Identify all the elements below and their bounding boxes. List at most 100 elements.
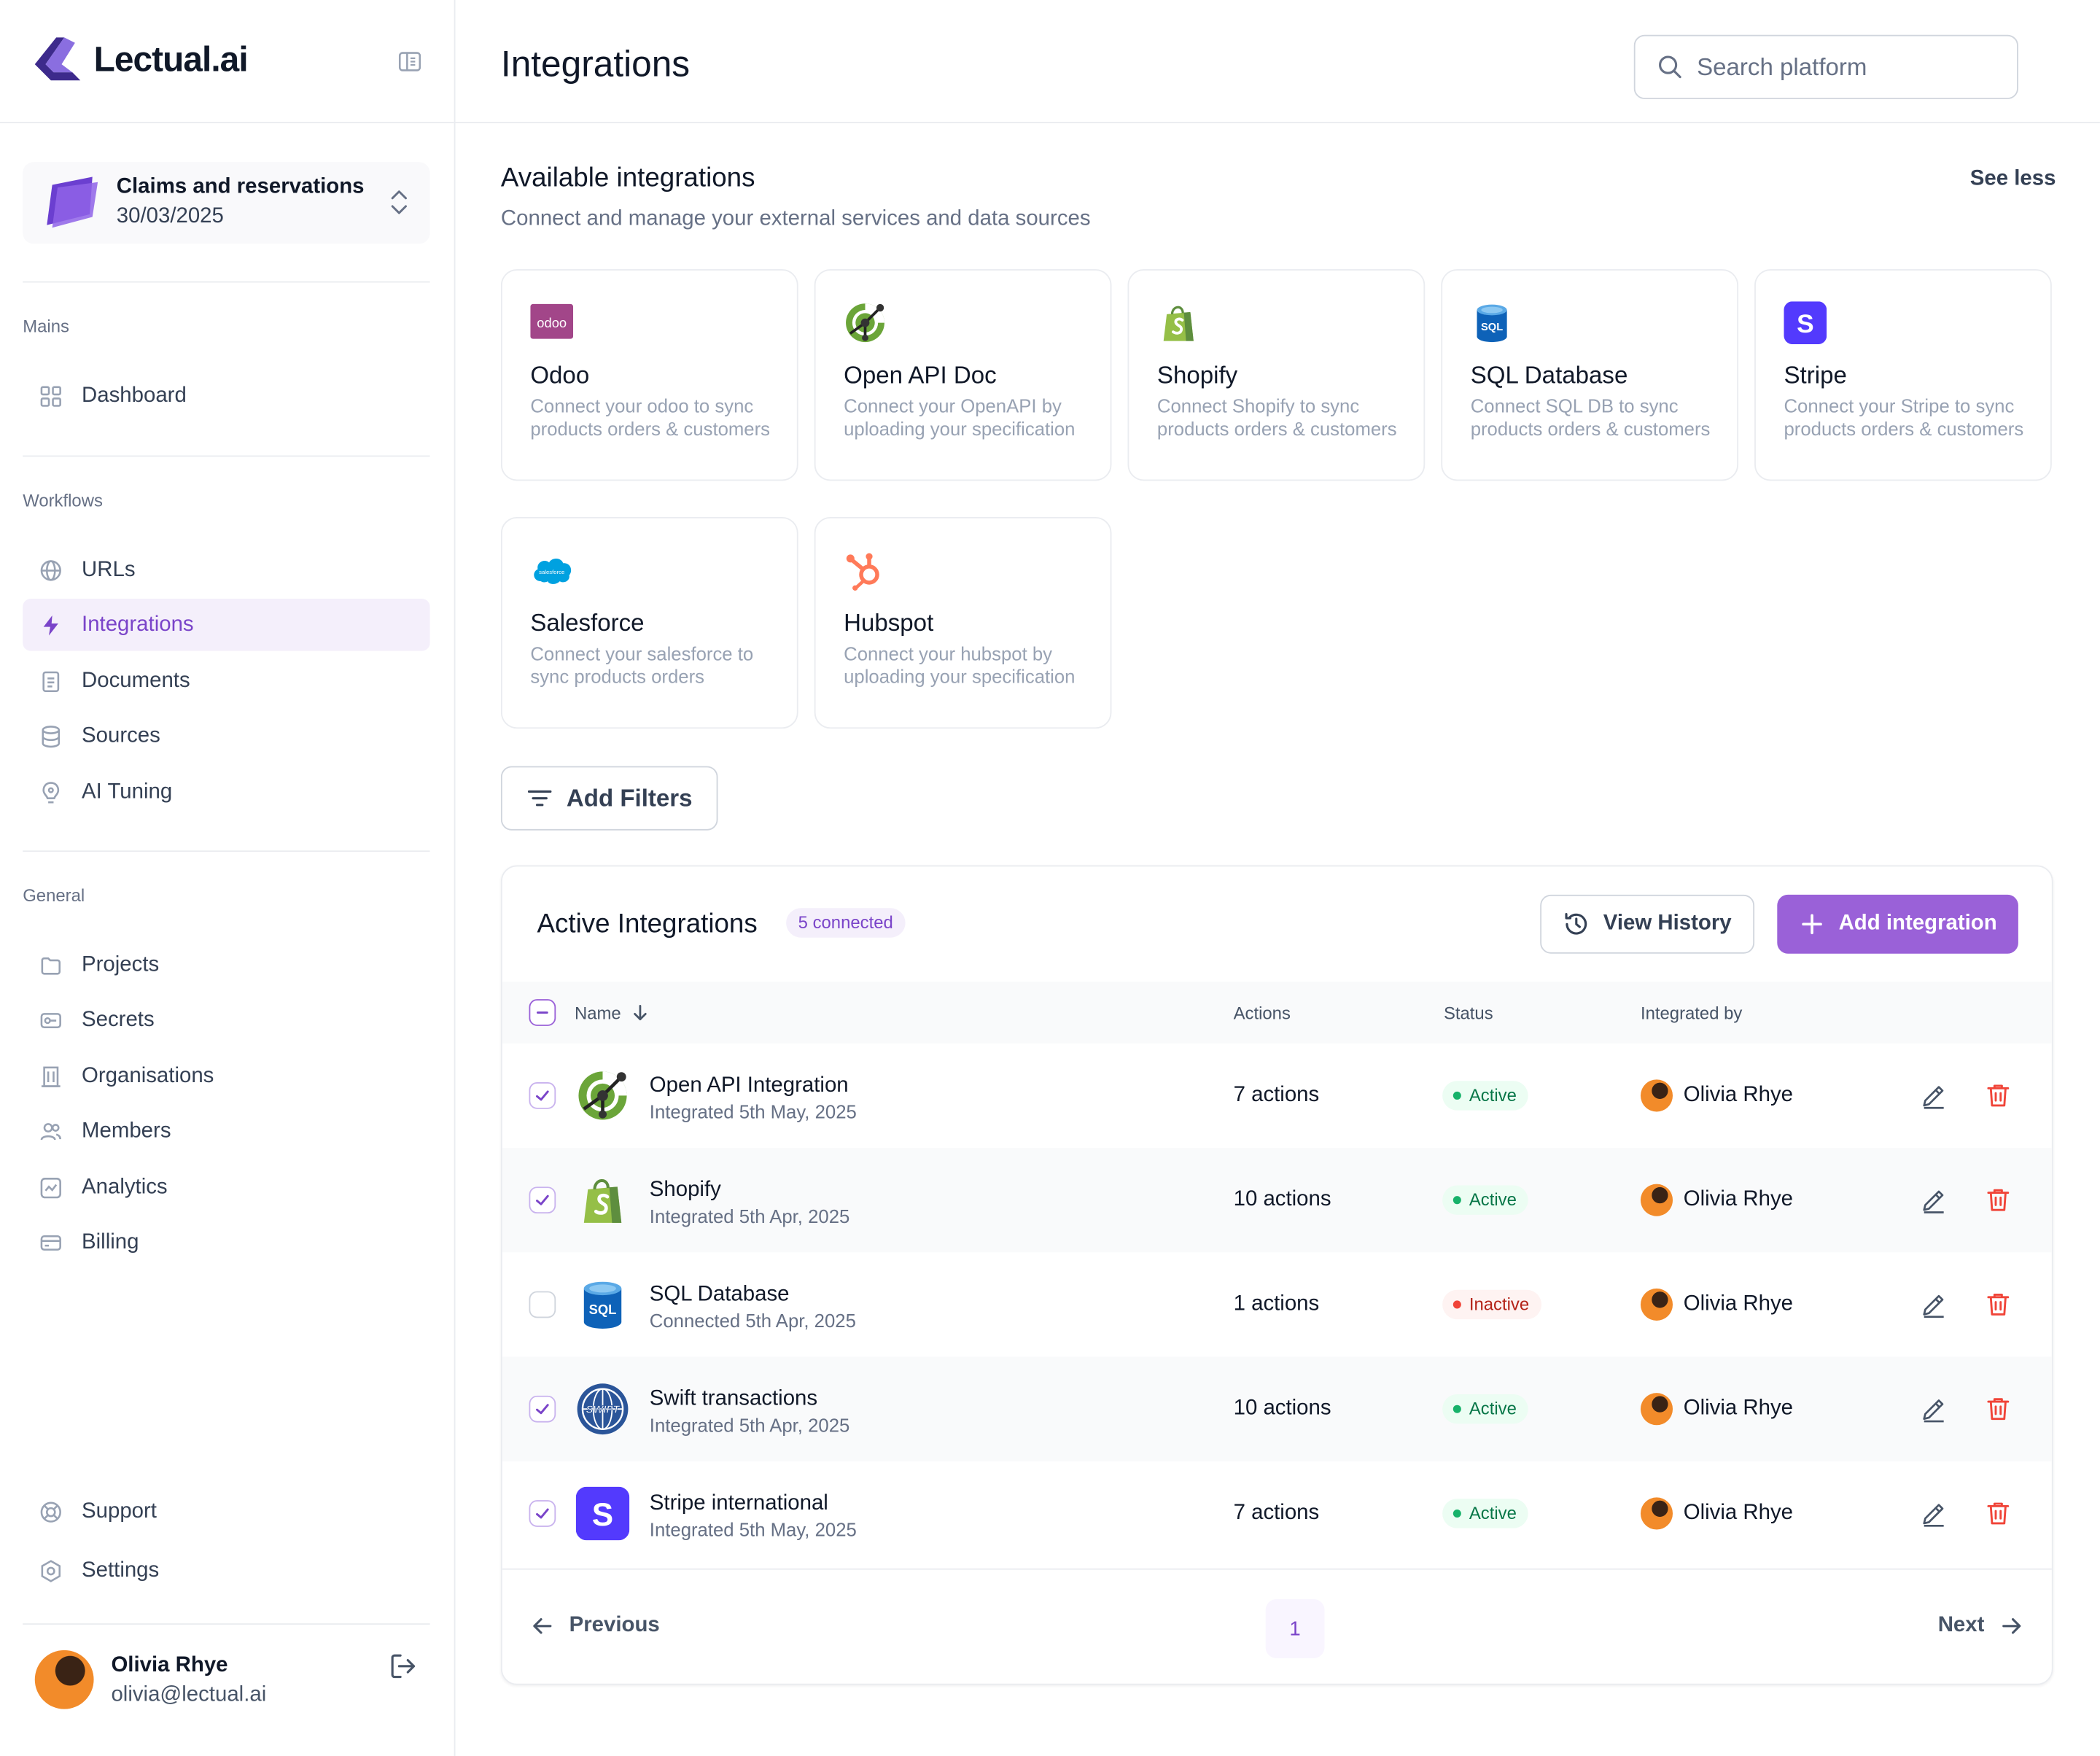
delete-trash-icon[interactable] bbox=[1983, 1081, 2012, 1110]
search-box[interactable] bbox=[1633, 34, 2018, 99]
delete-trash-icon[interactable] bbox=[1983, 1499, 2012, 1528]
integration-card-stripe[interactable]: S Stripe Connect your Stripe to sync pro… bbox=[1754, 269, 2052, 481]
user-profile[interactable]: Olivia Rhye olivia@lectual.ai bbox=[34, 1650, 424, 1712]
integration-card-sql-database[interactable]: SQL SQL Database Connect SQL DB to sync … bbox=[1441, 269, 1739, 481]
sidebar-item-members[interactable]: Members bbox=[23, 1105, 429, 1157]
avatar bbox=[1640, 1288, 1673, 1321]
sidebar-item-label: Organisations bbox=[82, 1064, 214, 1087]
table-row[interactable]: SQL SQL Database Connected 5th Apr, 2025… bbox=[502, 1252, 2053, 1356]
integration-date: Connected 5th Apr, 2025 bbox=[649, 1310, 856, 1332]
page-number-button[interactable]: 1 bbox=[1265, 1599, 1325, 1658]
document-icon bbox=[42, 670, 60, 692]
add-filters-button[interactable]: Add Filters bbox=[500, 766, 718, 831]
row-checkbox[interactable] bbox=[529, 1500, 556, 1527]
select-all-checkbox[interactable] bbox=[529, 999, 556, 1026]
edit-pencil-icon[interactable] bbox=[1919, 1394, 1948, 1423]
sidebar-item-support[interactable]: Support bbox=[23, 1485, 429, 1538]
status-dot bbox=[1452, 1300, 1461, 1309]
brand-logo[interactable]: Lectual.ai bbox=[32, 35, 249, 83]
divider bbox=[23, 850, 430, 852]
sidebar: Lectual.ai Claims and reservations 30/03… bbox=[0, 0, 456, 1756]
avatar bbox=[1640, 1079, 1673, 1112]
delete-trash-icon[interactable] bbox=[1983, 1185, 2012, 1214]
edit-pencil-icon[interactable] bbox=[1919, 1499, 1948, 1528]
integration-card-hubspot[interactable]: Hubspot Connect your hubspot by uploadin… bbox=[814, 516, 1112, 729]
sidebar-item-organisations[interactable]: Organisations bbox=[23, 1050, 429, 1103]
add-integration-button[interactable]: Add integration bbox=[1777, 894, 2018, 954]
integration-card-odoo[interactable]: odoo Odoo Connect your odoo to sync prod… bbox=[500, 269, 798, 481]
table-row[interactable]: SWIFT Swift transactions Integrated 5th … bbox=[502, 1356, 2052, 1461]
logout-icon[interactable] bbox=[389, 1652, 418, 1681]
edit-pencil-icon[interactable] bbox=[1919, 1185, 1948, 1214]
sidebar-item-billing[interactable]: Billing bbox=[23, 1216, 429, 1269]
card-title: Hubspot bbox=[844, 609, 934, 637]
table-row[interactable]: Open API Integration Integrated 5th May,… bbox=[502, 1044, 2053, 1148]
next-label: Next bbox=[1937, 1614, 1985, 1637]
row-checkbox[interactable] bbox=[529, 1395, 556, 1423]
edit-pencil-icon[interactable] bbox=[1919, 1290, 1948, 1319]
status-badge: Active bbox=[1442, 1499, 1529, 1528]
sidebar-item-label: Projects bbox=[82, 952, 160, 976]
edit-pencil-icon[interactable] bbox=[1919, 1081, 1948, 1110]
sidebar-item-documents[interactable]: Documents bbox=[23, 655, 429, 707]
status-badge: Active bbox=[1442, 1394, 1529, 1424]
previous-page-button[interactable]: Previous bbox=[529, 1612, 660, 1639]
add-filters-label: Add Filters bbox=[566, 784, 693, 812]
delete-trash-icon[interactable] bbox=[1983, 1290, 2012, 1319]
actions-count: 10 actions bbox=[1233, 1188, 1331, 1211]
lightbulb-icon bbox=[42, 781, 60, 803]
active-integrations-table: Active Integrations 5 connected View His… bbox=[500, 865, 2053, 1685]
row-checkbox[interactable] bbox=[529, 1291, 556, 1318]
history-clock-icon bbox=[1565, 912, 1587, 935]
column-header-name[interactable]: Name bbox=[574, 1003, 650, 1024]
actions-count: 1 actions bbox=[1233, 1292, 1320, 1316]
sidebar-item-analytics[interactable]: Analytics bbox=[23, 1161, 429, 1213]
sidebar-item-dashboard[interactable]: Dashboard bbox=[23, 370, 429, 422]
integration-card-openapi[interactable]: Open API Doc Connect your OpenAPI by upl… bbox=[814, 269, 1112, 481]
card-title: Stripe bbox=[1784, 361, 1847, 389]
view-history-label: View History bbox=[1603, 912, 1732, 936]
salesforce-logo-icon: salesforce bbox=[530, 549, 573, 592]
sidebar-item-settings[interactable]: Settings bbox=[23, 1545, 429, 1597]
integration-name: Stripe international bbox=[649, 1492, 828, 1515]
integration-name: Swift transactions bbox=[649, 1387, 818, 1411]
integration-card-shopify[interactable]: Shopify Connect Shopify to sync products… bbox=[1127, 269, 1426, 481]
arrow-left-icon bbox=[533, 1618, 552, 1634]
sidebar-item-ai-tuning[interactable]: AI Tuning bbox=[23, 766, 429, 819]
row-checkbox[interactable] bbox=[529, 1082, 556, 1109]
sidebar-toggle-icon[interactable] bbox=[397, 48, 424, 75]
sidebar-item-integrations[interactable]: Integrations bbox=[23, 599, 430, 651]
sidebar-item-secrets[interactable]: Secrets bbox=[23, 994, 429, 1046]
table-row[interactable]: Shopify Integrated 5th Apr, 2025 10 acti… bbox=[502, 1148, 2052, 1253]
delete-trash-icon[interactable] bbox=[1983, 1394, 2012, 1423]
folder-icon bbox=[41, 956, 61, 974]
column-name-label: Name bbox=[574, 1003, 621, 1024]
workspace-switcher[interactable]: Claims and reservations 30/03/2025 bbox=[23, 162, 430, 244]
sidebar-item-projects[interactable]: Projects bbox=[23, 939, 429, 992]
row-checkbox[interactable] bbox=[529, 1186, 556, 1214]
sql-logo-icon: SQL bbox=[576, 1278, 629, 1331]
card-description: Connect your odoo to sync products order… bbox=[530, 395, 771, 440]
see-less-link[interactable]: See less bbox=[1969, 167, 2056, 190]
actions-count: 7 actions bbox=[1233, 1083, 1320, 1107]
openapi-logo-icon bbox=[576, 1069, 629, 1122]
integrated-by: Olivia Rhye bbox=[1640, 1288, 1793, 1321]
integrated-by: Olivia Rhye bbox=[1640, 1079, 1793, 1112]
plus-icon bbox=[1802, 914, 1822, 935]
card-title: Shopify bbox=[1156, 361, 1238, 389]
integration-date: Integrated 5th May, 2025 bbox=[649, 1100, 857, 1123]
integration-date: Integrated 5th May, 2025 bbox=[649, 1518, 857, 1541]
integration-date: Integrated 5th Apr, 2025 bbox=[649, 1414, 850, 1436]
next-page-button[interactable]: Next bbox=[1938, 1612, 2025, 1639]
view-history-button[interactable]: View History bbox=[1540, 894, 1755, 954]
sidebar-item-urls[interactable]: URLs bbox=[23, 544, 429, 597]
integration-card-salesforce[interactable]: salesforce Salesforce Connect your sales… bbox=[500, 516, 798, 729]
sidebar-item-label: Analytics bbox=[82, 1175, 168, 1198]
integration-name: SQL Database bbox=[649, 1283, 790, 1306]
sidebar-item-sources[interactable]: Sources bbox=[23, 710, 429, 762]
check-icon bbox=[533, 1504, 552, 1523]
integration-name: Open API Integration bbox=[649, 1074, 849, 1098]
search-input[interactable] bbox=[1697, 53, 1992, 82]
table-row[interactable]: S Stripe international Integrated 5th Ma… bbox=[502, 1461, 2053, 1566]
swift-logo-icon: SWIFT bbox=[576, 1382, 629, 1435]
